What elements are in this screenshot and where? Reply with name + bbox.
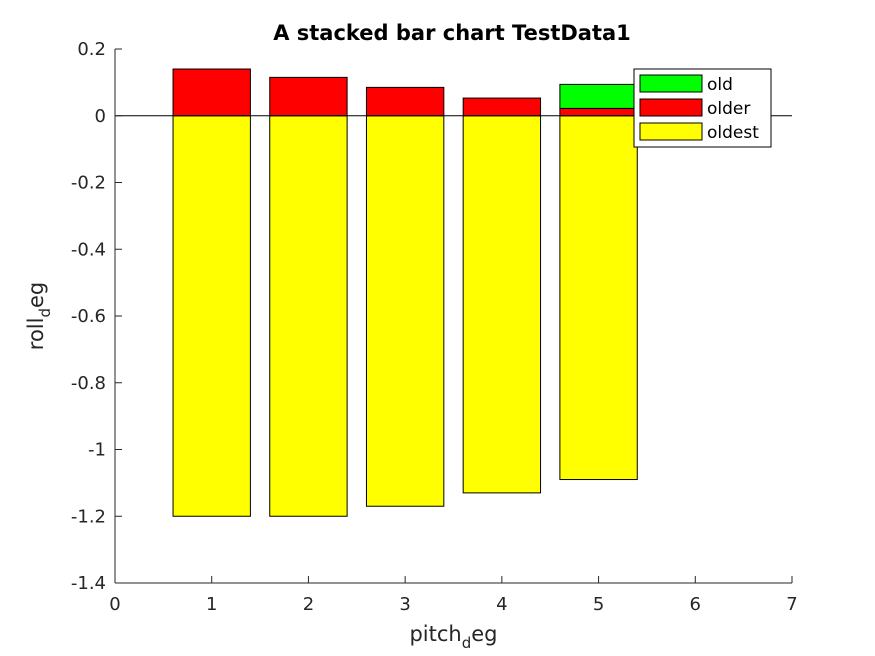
y-tick-label: -0.6: [71, 306, 106, 327]
chart-title: A stacked bar chart TestData1: [273, 21, 631, 45]
legend-label-oldest: oldest: [707, 123, 759, 143]
x-tick-label: 0: [109, 594, 120, 615]
x-tick-label: 1: [206, 594, 217, 615]
y-tick-label: 0: [95, 106, 106, 127]
y-tick-label: -0.4: [71, 239, 106, 260]
x-tick-label: 5: [593, 594, 604, 615]
bar-oldest-3: [365, 115, 445, 507]
bar-older-2: [269, 76, 348, 117]
y-tick-label: -0.2: [71, 173, 106, 194]
x-tick-label: 7: [786, 594, 797, 615]
bar-oldest-5: [559, 115, 638, 481]
y-axis-label: rolldeg: [24, 282, 54, 350]
y-tick-label: -0.8: [71, 373, 106, 394]
legend-label-older: older: [707, 99, 750, 119]
bar-oldest-2: [269, 115, 348, 517]
bars-group: [172, 68, 638, 517]
bar-older-5: [559, 107, 638, 117]
y-tick-label: -1.2: [71, 506, 106, 527]
x-tick-label: 6: [690, 594, 701, 615]
bar-older-1: [172, 68, 251, 117]
bar-older-3: [365, 86, 445, 117]
x-tick-label: 2: [303, 594, 314, 615]
y-tick-label: -1.4: [71, 573, 106, 594]
x-tick-label: 3: [399, 594, 410, 615]
y-tick-label: -1: [88, 440, 106, 461]
x-tick-label: 4: [496, 594, 507, 615]
x-axis-label: pitchdeg: [409, 622, 497, 652]
legend-label-old: old: [707, 75, 733, 95]
legend: old older oldest: [633, 68, 772, 148]
axes-group: 0 1 2 3 4 5 6 7 0.2 0 -0.2 -0.4 -0.6 -0.8 -1 -1.2 -1.4: [71, 39, 798, 615]
legend-swatch-old: [639, 74, 703, 93]
bar-old-5: [559, 83, 638, 109]
legend-swatch-older: [639, 98, 703, 117]
bar-oldest-4: [462, 115, 542, 494]
y-tick-label: 0.2: [77, 39, 106, 60]
bar-oldest-1: [172, 115, 251, 517]
bar-older-4: [462, 97, 542, 117]
legend-swatch-oldest: [639, 122, 703, 141]
